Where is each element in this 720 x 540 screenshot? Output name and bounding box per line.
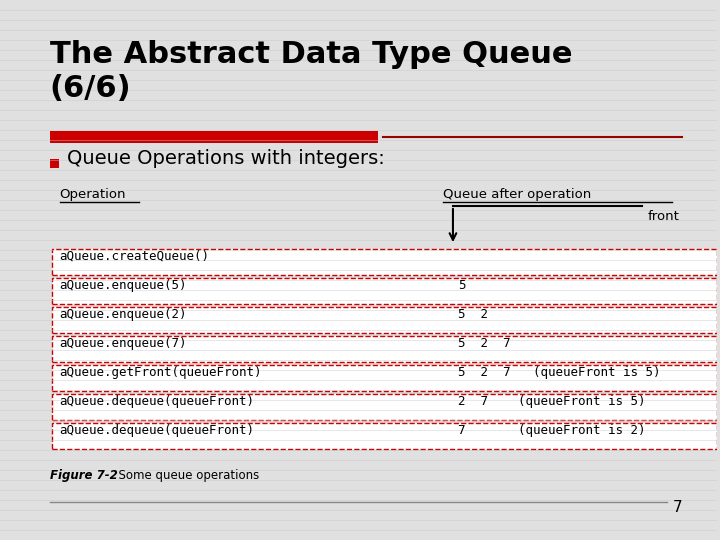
Text: 7       (queueFront is 2): 7 (queueFront is 2) [458, 424, 645, 437]
Text: aQueue.enqueue(5): aQueue.enqueue(5) [60, 279, 187, 292]
Text: 5  2: 5 2 [458, 308, 488, 321]
Text: Operation: Operation [60, 188, 126, 201]
Text: 7: 7 [672, 500, 682, 515]
Text: aQueue.enqueue(7): aQueue.enqueue(7) [60, 337, 187, 350]
Bar [52, 307, 716, 333]
Text: Queue after operation: Queue after operation [443, 188, 591, 201]
Text: Queue Operations with integers:: Queue Operations with integers: [67, 150, 384, 168]
Bar [52, 423, 716, 449]
Text: 5  2  7: 5 2 7 [458, 337, 510, 350]
Text: The Abstract Data Type Queue
(6/6): The Abstract Data Type Queue (6/6) [50, 40, 572, 103]
Text: Some queue operations: Some queue operations [112, 469, 260, 482]
Bar [52, 365, 716, 391]
Bar [52, 394, 716, 420]
Text: aQueue.dequeue(queueFront): aQueue.dequeue(queueFront) [60, 424, 255, 437]
Text: Figure 7-2: Figure 7-2 [50, 469, 117, 482]
Text: aQueue.dequeue(queueFront): aQueue.dequeue(queueFront) [60, 395, 255, 408]
Text: 5  2  7   (queueFront is 5): 5 2 7 (queueFront is 5) [458, 366, 660, 379]
Text: 5: 5 [458, 279, 465, 292]
Bar [50, 131, 378, 143]
Bar [50, 159, 59, 168]
Text: 2  7    (queueFront is 5): 2 7 (queueFront is 5) [458, 395, 645, 408]
Text: front: front [648, 210, 680, 223]
Bar [52, 278, 716, 304]
Bar [52, 249, 716, 275]
Text: aQueue.getFront(queueFront): aQueue.getFront(queueFront) [60, 366, 262, 379]
Bar [52, 336, 716, 362]
Text: aQueue.createQueue(): aQueue.createQueue() [60, 250, 210, 263]
Text: aQueue.enqueue(2): aQueue.enqueue(2) [60, 308, 187, 321]
